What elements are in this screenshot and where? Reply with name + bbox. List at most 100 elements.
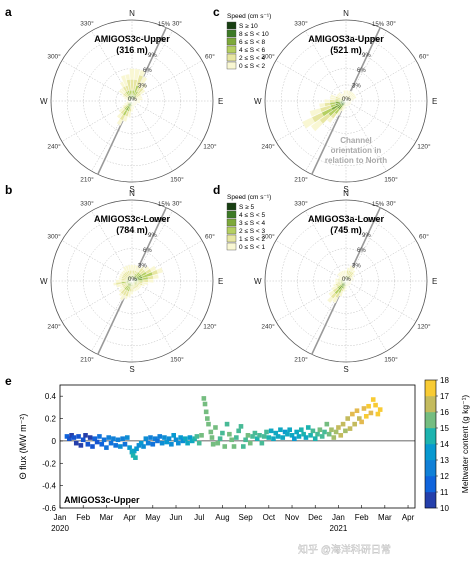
y-tick-label: -0.2 xyxy=(42,459,56,468)
station-label: AMIGOS3c-Upper xyxy=(64,495,140,505)
station-title: AMIGOS3a-Lower xyxy=(308,214,385,224)
rose-panel-a: a 0% 3% 6% 9% 12% 15% N S E W 30° 60° 120° 150° 210° 240… xyxy=(5,5,223,194)
spoke xyxy=(131,100,203,142)
scatter-point xyxy=(143,436,149,441)
station-title: AMIGOS3c-Upper xyxy=(94,34,170,44)
scatter-point xyxy=(238,424,244,429)
spoke xyxy=(131,280,203,322)
scatter-point xyxy=(303,435,309,440)
scatter-point xyxy=(210,441,216,447)
scatter-point xyxy=(150,441,156,447)
x-tick-label: Mar xyxy=(378,513,392,522)
scatter-point xyxy=(329,427,334,433)
compass-n: N xyxy=(129,189,135,198)
scatter-point xyxy=(124,435,130,440)
compass-e: E xyxy=(432,277,437,286)
legend-swatch xyxy=(226,53,237,62)
scatter-point xyxy=(85,441,91,447)
scatter-point xyxy=(205,416,210,421)
scatter-point xyxy=(141,444,146,449)
angle-label: 120° xyxy=(417,143,431,151)
scatter-point xyxy=(131,448,137,454)
scatter-point xyxy=(261,434,267,439)
colorbar-segment xyxy=(425,428,436,445)
angle-label: 60° xyxy=(205,53,215,61)
y-tick-label: 0 xyxy=(52,437,57,446)
scatter-point xyxy=(157,434,163,439)
ring-label: 3% xyxy=(138,84,147,90)
legend-swatch xyxy=(226,242,237,251)
scatter-point xyxy=(180,438,186,444)
scatter-point xyxy=(83,433,88,438)
scatter-point xyxy=(333,429,339,435)
scatter-point xyxy=(182,436,188,441)
scatter-point xyxy=(201,396,207,401)
colorbar-label: Meltwater content (g kg⁻¹) xyxy=(460,395,470,494)
scatter-point xyxy=(234,435,239,440)
scatter-point xyxy=(118,444,123,449)
x-tick-label: Feb xyxy=(76,513,90,522)
angle-label: 240° xyxy=(261,323,275,331)
scatter-point xyxy=(236,428,241,434)
scatter-point xyxy=(90,444,95,449)
scatter-point xyxy=(271,436,276,441)
scatter-point xyxy=(227,431,232,437)
station-title: AMIGOS3c-Lower xyxy=(94,214,171,224)
scatter-point xyxy=(99,441,105,447)
panel-letter: a xyxy=(5,5,12,19)
channel-note-line: Channel xyxy=(340,136,372,145)
rose-wedge xyxy=(345,278,347,282)
x-tick-label: Jun xyxy=(170,513,183,522)
angle-label: 240° xyxy=(47,323,61,331)
y-tick-label: -0.4 xyxy=(42,482,56,491)
compass-s: S xyxy=(129,185,134,194)
ring xyxy=(99,248,165,314)
colorbar-tick-label: 14 xyxy=(440,440,449,449)
scatter-point xyxy=(206,421,211,427)
legend-label: 0 ≤ S < 1 xyxy=(239,244,266,251)
scatter-point xyxy=(92,436,98,441)
legend-swatch xyxy=(226,210,237,219)
scatter-point xyxy=(289,433,295,438)
spoke xyxy=(131,280,173,352)
scatter-point xyxy=(375,411,381,417)
scatter-point xyxy=(120,436,125,441)
legend-title: Speed (cm s⁻¹) xyxy=(227,194,271,201)
scatter-point xyxy=(80,437,86,443)
spoke xyxy=(345,30,387,102)
angle-label: 300° xyxy=(261,53,275,61)
scatter-point xyxy=(106,435,112,440)
scatter-point xyxy=(312,436,318,441)
spoke xyxy=(345,100,387,172)
scatter-point xyxy=(134,446,139,452)
angle-label: 60° xyxy=(419,233,429,241)
angle-label: 30° xyxy=(386,200,396,208)
scatter-point xyxy=(215,440,221,446)
scatter-point xyxy=(162,435,167,440)
scatter-point xyxy=(187,435,193,440)
scatter-point xyxy=(292,436,297,441)
scatter-point xyxy=(185,440,190,446)
x-tick-label: Jul xyxy=(194,513,204,522)
legend-swatch xyxy=(226,61,237,70)
angle-label: 210° xyxy=(294,175,308,183)
ring-label: 12% xyxy=(367,37,380,43)
compass-n: N xyxy=(129,9,135,18)
scatter-point xyxy=(247,440,253,446)
scatter-point xyxy=(222,444,228,449)
angle-label: 210° xyxy=(80,355,94,363)
channel-note-line: relation to North xyxy=(325,156,387,165)
scatter-point xyxy=(250,434,255,439)
scatter-point xyxy=(331,435,337,440)
angle-label: 330° xyxy=(80,20,94,28)
x-tick-label: May xyxy=(145,513,160,522)
colorbar-tick-label: 12 xyxy=(440,472,449,481)
spoke xyxy=(345,240,417,282)
ring xyxy=(66,35,198,167)
scatter-point xyxy=(127,445,132,450)
scatter-point xyxy=(113,443,118,448)
scatter-point xyxy=(287,427,293,433)
scatter-point xyxy=(229,437,234,443)
